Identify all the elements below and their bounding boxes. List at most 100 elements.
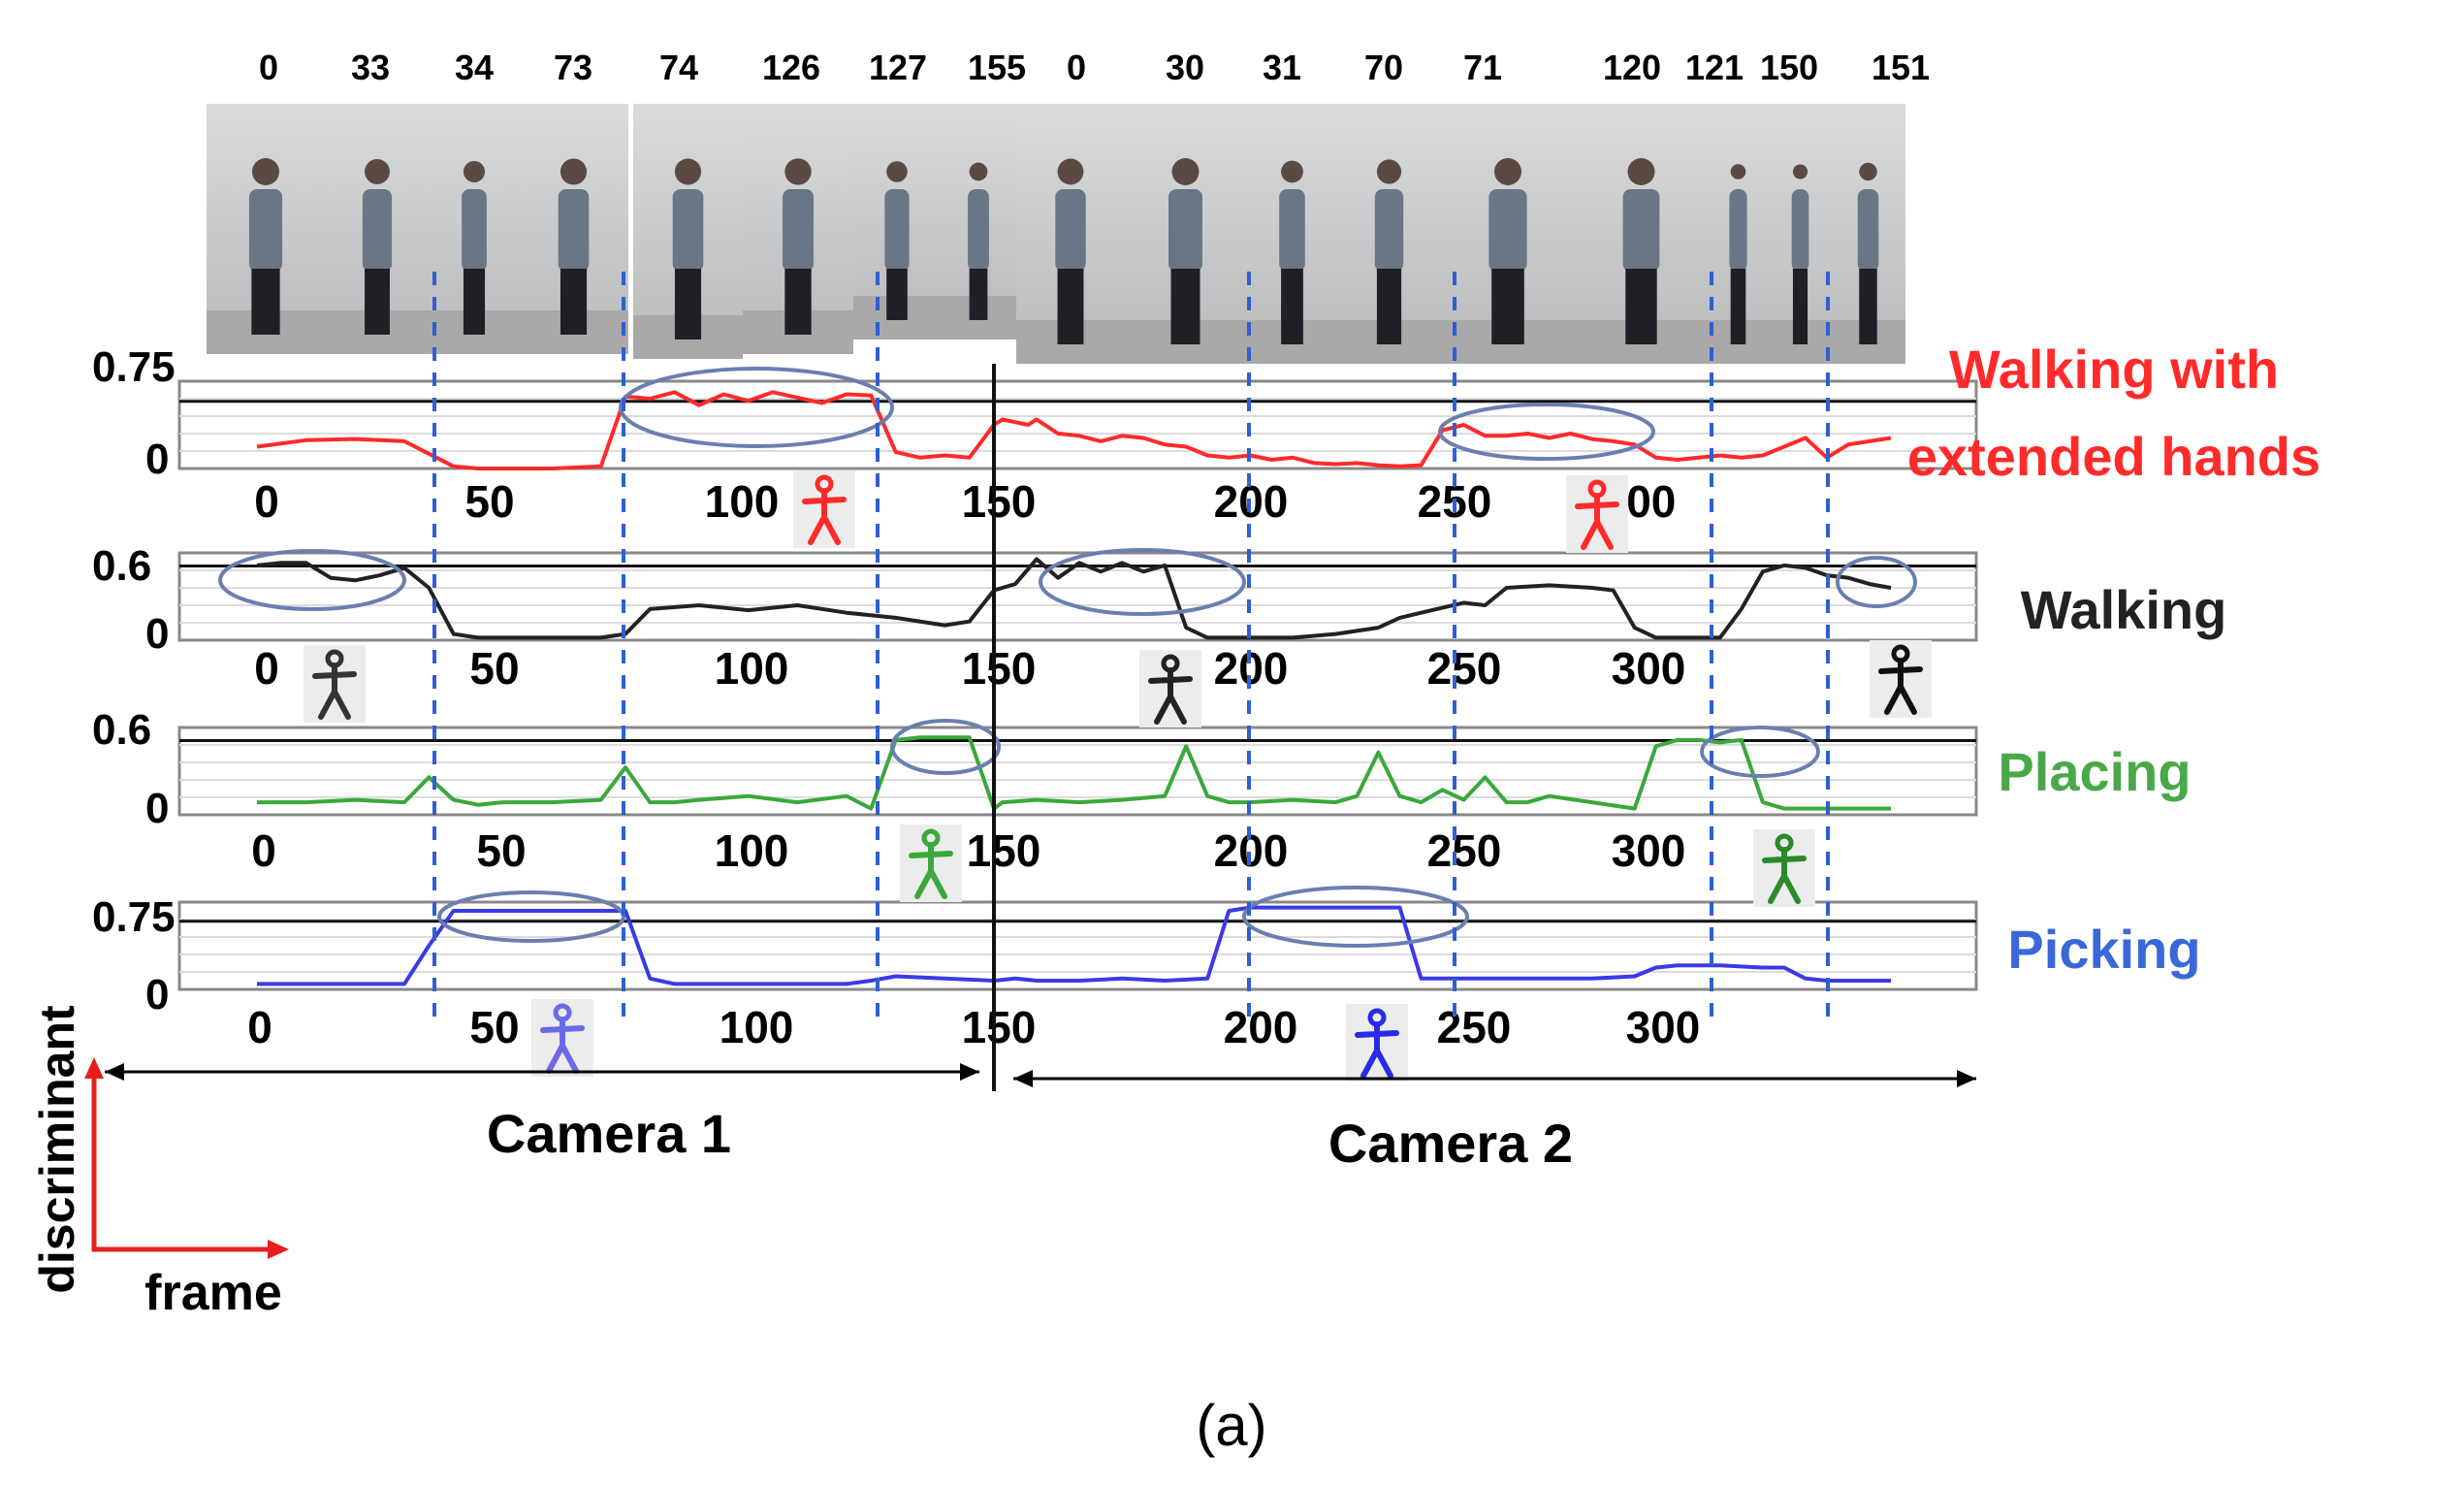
figure-caption: (a) <box>1196 1393 1266 1458</box>
video-frame-thumbnail <box>519 104 628 354</box>
series-title: Walking with <box>1949 339 2279 400</box>
video-frame-thumbnail <box>207 104 325 354</box>
pose-figure-icon <box>900 824 962 902</box>
x-tick-label: 100 <box>715 825 789 876</box>
y-max-label: 0.75 <box>92 343 176 391</box>
pose-icon-body <box>1762 847 1807 904</box>
camera-2-range: Camera 2 <box>1013 1070 1976 1174</box>
pose-figure-icon <box>1346 1004 1408 1082</box>
frame-number-label: 33 <box>351 48 390 87</box>
highlight-ellipse <box>1242 886 1469 948</box>
axis-key-x-label: frame <box>144 1265 282 1321</box>
x-tick-label: 50 <box>469 643 519 694</box>
camera-1-arrow-left-head <box>105 1063 124 1081</box>
person-head <box>969 162 988 181</box>
person-legs <box>784 269 812 335</box>
y-max-label: 0.6 <box>92 542 151 590</box>
axis-key-y-arrowhead <box>84 1057 104 1079</box>
y-min-label: 0 <box>145 436 169 483</box>
x-tick-label: 150 <box>962 643 1037 694</box>
overlay <box>304 272 1932 1091</box>
person-legs <box>1625 269 1657 344</box>
person-head <box>560 158 588 185</box>
video-frame-thumbnail <box>1246 104 1338 364</box>
person-legs <box>969 269 988 320</box>
x-tick-label: 150 <box>967 825 1041 876</box>
camera-2-label: Camera 2 <box>1328 1113 1573 1174</box>
person-head <box>886 161 908 182</box>
frame-number-label: 120 <box>1603 48 1661 87</box>
video-frame-thumbnail <box>1440 104 1576 364</box>
frame-number-label: 155 <box>968 48 1026 87</box>
person-legs <box>886 269 908 320</box>
highlight-ellipse <box>619 367 894 448</box>
x-tick-label: 150 <box>962 1002 1037 1052</box>
person-torso <box>462 189 487 272</box>
camera-1-arrow-right-head <box>960 1063 979 1081</box>
person-head <box>1376 159 1402 184</box>
chart-picking: 0.75 0 0 50 100 150 200 250 300 Picking <box>92 890 2201 1052</box>
video-frame-thumbnail <box>1770 104 1831 364</box>
person-head <box>1494 158 1521 185</box>
x-tick-label: 150 <box>962 476 1037 527</box>
camera-2-arrow-right-head <box>1957 1070 1976 1087</box>
video-frame-thumbnail <box>633 104 743 359</box>
x-tick-label: 250 <box>1427 825 1502 876</box>
highlight-ellipse <box>1438 403 1655 461</box>
person-head <box>1627 158 1655 185</box>
x-tick-label: 300 <box>1612 825 1686 876</box>
y-min-label: 0 <box>145 785 169 832</box>
pose-figure-icon <box>304 645 366 723</box>
highlight-ellipse <box>1039 548 1246 616</box>
video-frame-thumbnail <box>430 104 519 354</box>
x-tick-label: 250 <box>1437 1002 1512 1052</box>
person-legs <box>251 269 280 335</box>
person-legs <box>1730 269 1746 344</box>
person-legs <box>1859 269 1877 344</box>
frame-number-label: 73 <box>554 48 592 87</box>
person-legs <box>1491 269 1524 344</box>
frame-number-label: 34 <box>455 48 494 87</box>
person-legs <box>1281 269 1303 344</box>
pose-figure-icon <box>1566 475 1628 553</box>
x-tick-label: 0 <box>251 825 276 876</box>
frame-number-label: 71 <box>1463 48 1502 87</box>
person-head <box>784 158 812 185</box>
video-frame-thumbnail <box>1707 104 1770 364</box>
person-torso <box>558 189 590 272</box>
person-legs <box>1792 269 1808 344</box>
x-tick-label: 300 <box>1612 643 1686 694</box>
person-head <box>463 160 486 183</box>
axis-key-y-label: discriminant <box>30 1005 84 1294</box>
person-head <box>1057 158 1084 185</box>
person-head <box>674 158 702 185</box>
person-torso <box>1055 189 1086 272</box>
series-title: extended hands <box>1907 426 2320 487</box>
pose-icon-body <box>1575 493 1619 550</box>
frame-number-label: 74 <box>659 48 698 87</box>
plot-frame <box>177 900 1978 991</box>
person-torso <box>884 189 910 272</box>
video-frame-thumbnail <box>1016 104 1125 364</box>
person-head <box>365 159 390 184</box>
pose-icon-body <box>1148 667 1193 725</box>
pose-icon-body <box>802 488 847 545</box>
x-tick-label: 50 <box>469 1002 519 1052</box>
camera-2-arrow-left-head <box>1013 1070 1033 1087</box>
frame-number-label: 121 <box>1685 48 1744 87</box>
highlight-ellipse <box>218 549 406 611</box>
x-tick-label: 250 <box>1427 643 1502 694</box>
video-frame-thumbnail <box>1125 104 1246 364</box>
person-legs <box>365 269 390 335</box>
pose-icon-body <box>1878 658 1923 715</box>
pose-figure-icon <box>1870 640 1932 718</box>
video-frame-thumbnail <box>1338 104 1440 364</box>
frame-number-label: 150 <box>1760 48 1818 87</box>
person-head <box>1792 164 1808 179</box>
series-title: Placing <box>1998 741 2191 802</box>
y-max-label: 0.6 <box>92 706 151 754</box>
pose-icon-body <box>1355 1021 1399 1079</box>
frame-number-label: 30 <box>1166 48 1204 87</box>
